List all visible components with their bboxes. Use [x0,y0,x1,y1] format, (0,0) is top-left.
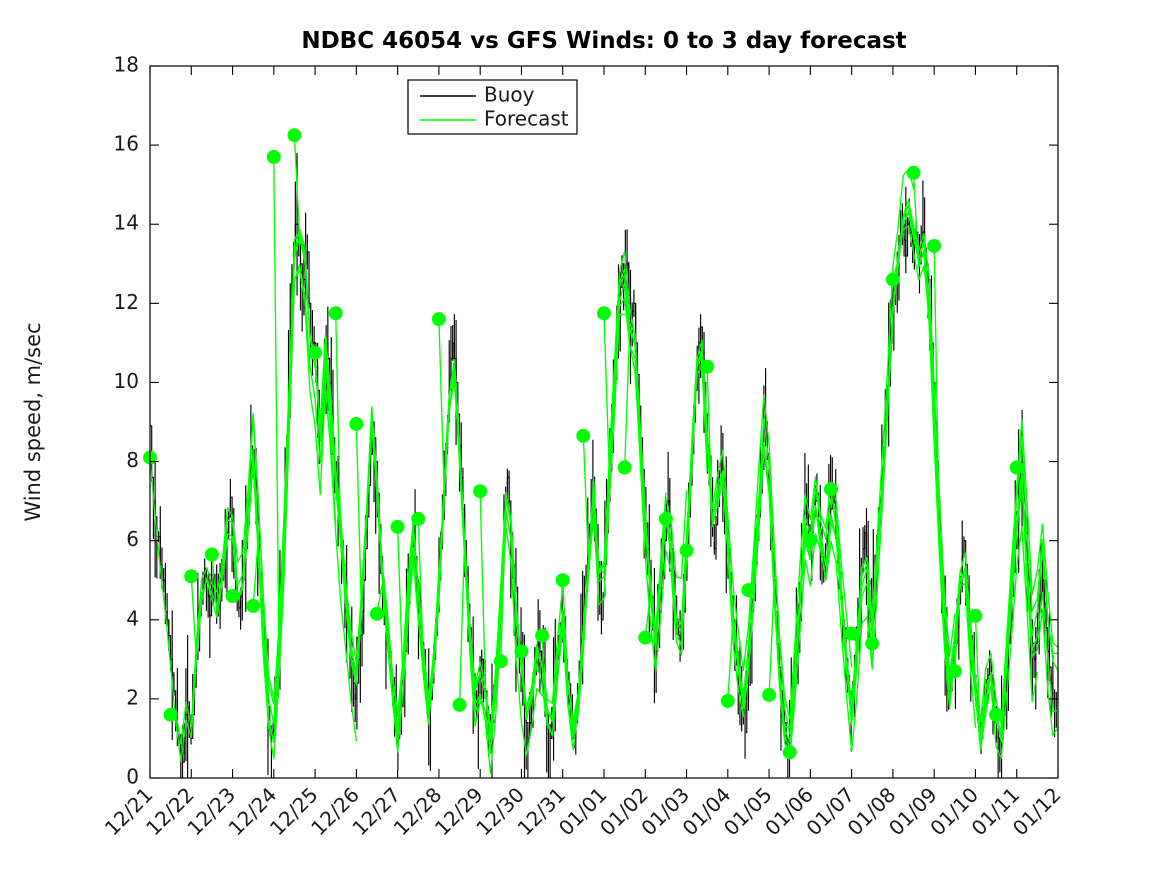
forecast-init-marker [906,165,921,180]
forecast-init-marker [720,693,735,708]
forecast-run-trace [417,372,543,757]
forecast-init-marker [989,707,1004,722]
forecast-init-marker [390,519,405,534]
forecast-run-trace [727,418,853,720]
forecast-init-marker [225,589,240,604]
forecast-init-marker [370,606,384,621]
forecast-init-marker [679,543,694,558]
forecast-init-marker [493,654,508,669]
legend-label-buoy: Buoy [484,83,535,107]
forecast-init-marker [741,583,756,598]
forecast-run-trace [933,245,1059,725]
y-axis-title: Wind speed, m/sec [21,322,45,521]
forecast-init-marker [452,697,467,712]
forecast-init-marker [824,482,838,497]
forecast-init-marker [308,345,323,360]
y-axis-tick-label: 16 [114,132,139,156]
y-axis-tick-label: 12 [114,290,139,314]
y-axis-tick-label: 0 [126,765,139,789]
forecast-init-marker [597,306,611,321]
forecast-run-trace [500,313,626,751]
forecast-init-marker [865,636,880,651]
forecast-init-marker [473,484,488,499]
y-axis-tick-label: 14 [114,211,139,235]
forecast-init-marker [287,128,302,143]
forecast-init-marker [411,511,426,526]
forecast-init-marker [349,416,364,431]
forecast-init-marker [968,608,983,623]
chart-title: NDBC 46054 vs GFS Winds: 0 to 3 day fore… [301,28,906,54]
forecast-init-marker [638,630,653,645]
forecast-init-marker [163,707,178,722]
forecast-init-markers [143,128,1024,760]
forecast-run-trace [211,264,337,760]
forecast-init-marker [782,745,797,760]
plot-layer [143,128,1059,778]
forecast-init-marker [535,628,550,643]
legend-label-forecast: Forecast [484,107,569,131]
forecast-init-marker [204,547,219,562]
y-axis-tick-label: 2 [126,685,139,709]
series-forecast-runs [149,134,1059,774]
forecast-init-marker [927,238,942,253]
forecast-init-marker [1009,460,1024,475]
forecast-init-marker [844,626,859,641]
forecast-run-trace [747,442,873,750]
forecast-init-marker [328,306,343,321]
legend-box [407,79,578,135]
forecast-run-trace [1016,466,1059,713]
forecast-init-marker [658,511,673,526]
forecast-run-trace [974,436,1059,740]
forecast-init-marker [762,687,777,702]
forecast-init-marker [700,359,715,374]
forecast-init-marker [576,428,591,443]
forecast-init-marker [617,460,632,475]
y-axis-tick-label: 10 [114,369,139,393]
forecast-init-marker [246,598,261,613]
forecast-init-marker [555,573,570,588]
y-axis-tick-label: 8 [126,448,139,472]
forecast-run-trace [169,254,296,745]
forecast-init-marker [803,533,818,548]
forecast-init-marker [431,312,446,327]
forecast-run-trace [231,269,358,744]
forecast-init-marker [947,664,962,679]
y-axis-tick-label: 6 [126,527,139,551]
forecast-init-marker [184,569,199,584]
forecast-run-trace [995,481,1059,743]
forecast-init-marker [266,149,281,164]
forecast-init-marker [514,644,529,659]
y-axis-tick-label: 4 [126,606,139,630]
forecast-init-marker [885,272,900,287]
y-axis-tick-label: 18 [114,53,139,77]
